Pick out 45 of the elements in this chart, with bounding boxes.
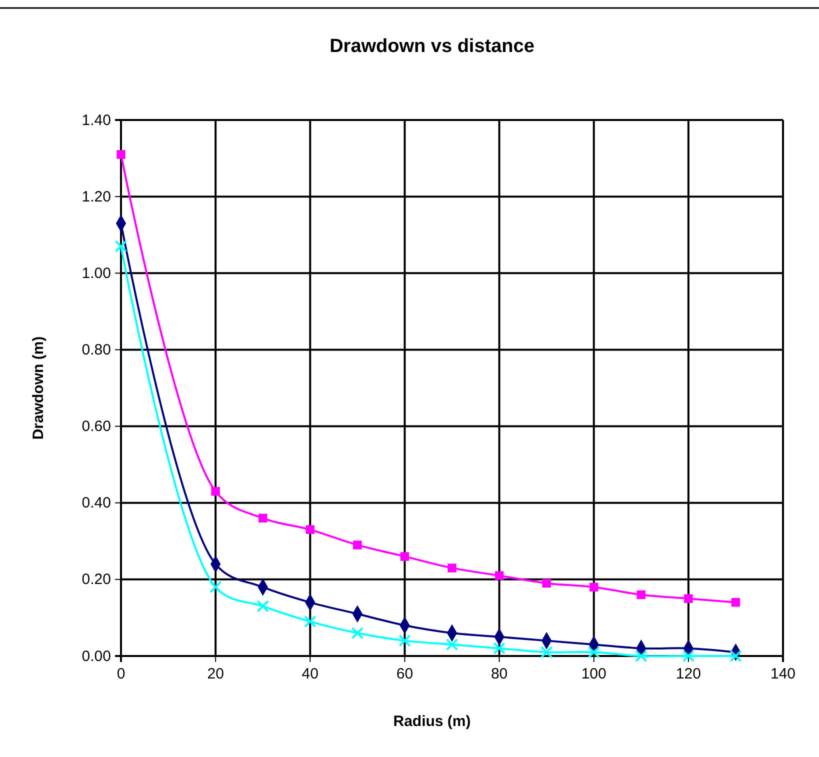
x-tick-label: 120 xyxy=(676,666,701,683)
x-tick-label: 60 xyxy=(396,666,414,683)
point xyxy=(351,626,364,640)
point xyxy=(211,487,220,496)
x-tick-label: 20 xyxy=(207,666,224,683)
point xyxy=(114,240,128,252)
y-tick-label: 0.20 xyxy=(82,571,111,588)
point xyxy=(258,514,268,523)
point xyxy=(209,580,222,594)
point xyxy=(304,615,316,628)
x-tick-label: 40 xyxy=(302,666,318,683)
point xyxy=(494,571,504,580)
y-axis-title: Drawdown (m) xyxy=(30,336,47,440)
x-tick-label: 0 xyxy=(116,666,126,683)
point xyxy=(398,634,411,647)
point xyxy=(731,598,740,607)
point xyxy=(684,594,693,603)
point xyxy=(353,540,362,550)
chart-title: Drawdown vs distance xyxy=(330,36,534,57)
point xyxy=(256,600,269,612)
point xyxy=(682,650,695,662)
y-tick-label: 1.20 xyxy=(82,188,111,206)
point xyxy=(635,650,648,662)
point xyxy=(116,150,126,159)
point xyxy=(542,578,551,588)
point xyxy=(448,564,456,572)
y-tick-label: 1.00 xyxy=(82,264,111,282)
x-tick-label: 140 xyxy=(770,666,796,683)
point xyxy=(493,642,506,654)
point xyxy=(306,525,315,534)
y-tick-label: 0.40 xyxy=(82,494,111,512)
x-tick-label: 80 xyxy=(490,666,508,683)
y-tick-label: 0.60 xyxy=(82,418,111,436)
y-tick-label: 0.00 xyxy=(82,648,111,665)
point xyxy=(540,646,553,658)
point xyxy=(730,650,742,662)
point xyxy=(400,552,410,561)
point xyxy=(589,582,598,592)
point xyxy=(588,646,600,658)
x-tick-label: 100 xyxy=(581,666,606,683)
y-tick-label: 1.40 xyxy=(82,112,111,129)
y-tick-label: 0.80 xyxy=(82,342,111,359)
point xyxy=(446,638,458,651)
point xyxy=(636,590,646,600)
x-axis-title: Radius (m) xyxy=(393,713,471,730)
